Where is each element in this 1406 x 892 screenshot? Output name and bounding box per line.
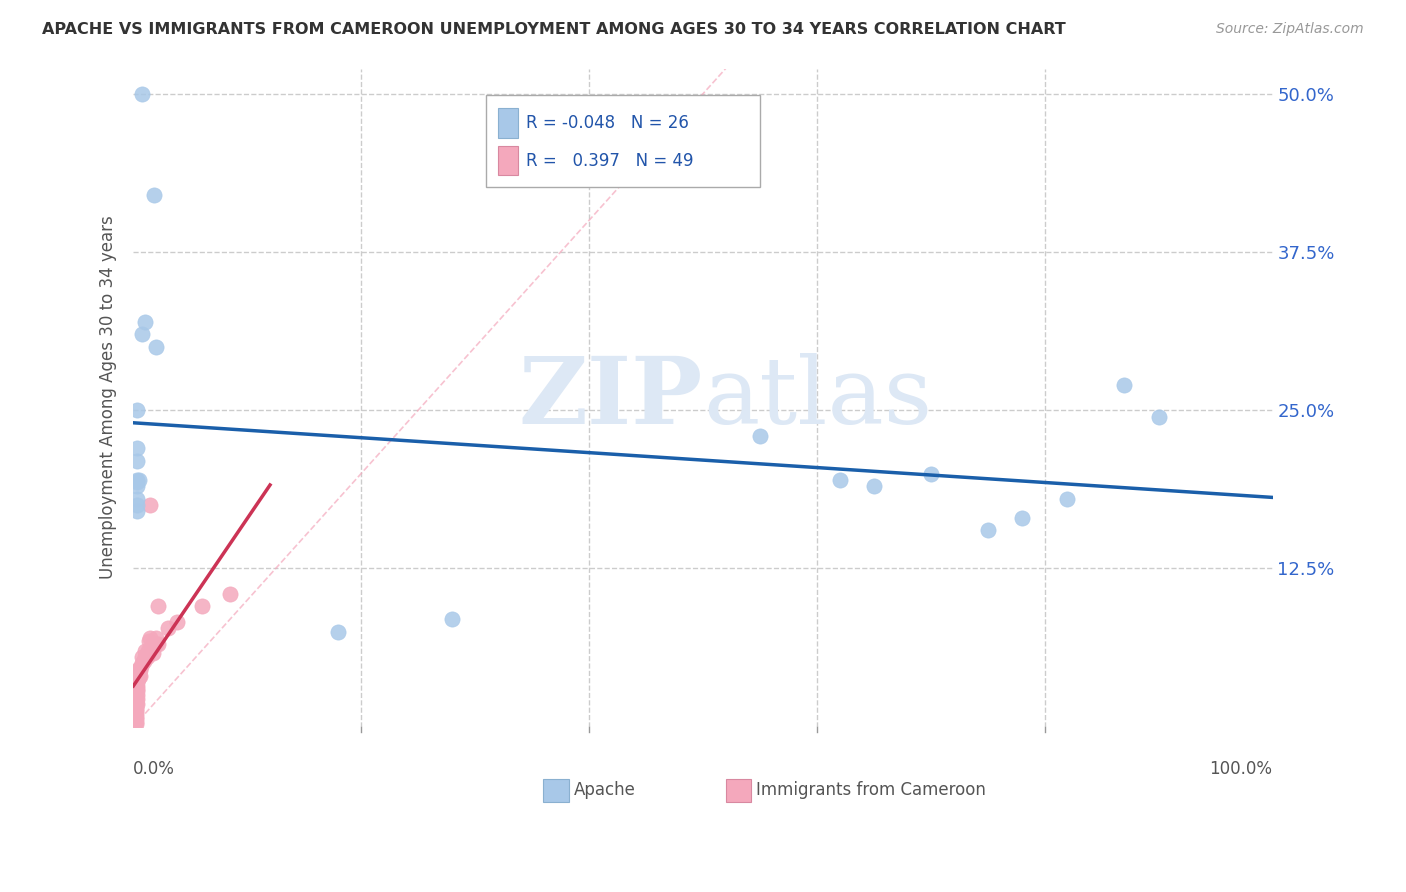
Point: [125, 475, 148, 490]
Point: [148, 599, 170, 614]
Text: atlas: atlas: [703, 352, 932, 442]
Point: [1056, 491, 1078, 506]
Point: [142, 646, 165, 660]
Point: [142, 637, 165, 651]
FancyBboxPatch shape: [544, 780, 568, 802]
Point: [129, 669, 152, 683]
Y-axis label: Unemployment Among Ages 30 to 34 years: Unemployment Among Ages 30 to 34 years: [100, 216, 117, 580]
Point: [124, 702, 146, 716]
Point: [441, 612, 464, 626]
Point: [1011, 511, 1033, 525]
FancyBboxPatch shape: [498, 145, 519, 175]
Text: R = -0.048   N = 26: R = -0.048 N = 26: [526, 114, 689, 132]
Point: [124, 699, 146, 714]
Point: [125, 688, 148, 702]
Point: [124, 717, 146, 731]
Point: [125, 479, 148, 493]
Point: [145, 631, 167, 645]
Point: [148, 637, 170, 651]
Point: [145, 340, 167, 354]
Text: Apache: Apache: [574, 781, 636, 799]
Point: [124, 697, 146, 711]
Point: [125, 697, 148, 711]
Point: [125, 441, 148, 455]
Point: [125, 473, 148, 487]
Text: R =   0.397   N = 49: R = 0.397 N = 49: [526, 152, 693, 169]
Point: [128, 473, 150, 487]
Point: [190, 599, 212, 614]
Point: [125, 681, 148, 696]
Point: [125, 669, 148, 683]
Text: Source: ZipAtlas.com: Source: ZipAtlas.com: [1216, 22, 1364, 37]
Point: [134, 650, 156, 665]
Point: [134, 644, 156, 658]
Point: [125, 666, 148, 681]
Point: [328, 624, 350, 639]
Point: [127, 666, 149, 681]
Point: [124, 709, 146, 723]
Text: 100.0%: 100.0%: [1209, 760, 1272, 778]
Point: [124, 712, 146, 726]
FancyBboxPatch shape: [486, 95, 759, 187]
Point: [139, 498, 162, 512]
Point: [124, 694, 146, 708]
Point: [124, 706, 146, 721]
Point: [131, 87, 153, 101]
Point: [219, 587, 242, 601]
Point: [142, 188, 165, 202]
Point: [125, 691, 148, 706]
Point: [862, 479, 884, 493]
Point: [125, 675, 148, 690]
FancyBboxPatch shape: [498, 108, 519, 137]
Point: [132, 654, 155, 668]
Point: [125, 491, 148, 506]
Point: [748, 428, 770, 442]
Point: [127, 672, 149, 686]
Point: [138, 633, 160, 648]
Point: [131, 657, 153, 671]
Point: [125, 504, 148, 518]
Text: APACHE VS IMMIGRANTS FROM CAMEROON UNEMPLOYMENT AMONG AGES 30 TO 34 YEARS CORREL: APACHE VS IMMIGRANTS FROM CAMEROON UNEMP…: [42, 22, 1066, 37]
Point: [131, 659, 153, 673]
Point: [124, 714, 146, 729]
Point: [131, 327, 153, 342]
Point: [125, 663, 148, 677]
Point: [977, 524, 1000, 538]
Point: [129, 663, 152, 677]
Point: [131, 650, 153, 665]
Point: [136, 650, 159, 665]
Point: [125, 672, 148, 686]
Point: [125, 454, 148, 468]
Point: [124, 705, 146, 719]
Point: [136, 644, 159, 658]
Point: [125, 679, 148, 693]
Point: [920, 467, 942, 481]
Point: [145, 637, 167, 651]
Point: [1114, 378, 1136, 392]
Point: [128, 669, 150, 683]
Point: [134, 315, 156, 329]
Text: ZIP: ZIP: [519, 352, 703, 442]
Point: [142, 637, 165, 651]
Point: [125, 684, 148, 698]
Point: [128, 663, 150, 677]
FancyBboxPatch shape: [725, 780, 751, 802]
Point: [139, 631, 162, 645]
Point: [156, 621, 179, 635]
Text: 0.0%: 0.0%: [134, 760, 176, 778]
Point: [125, 498, 148, 512]
Point: [125, 403, 148, 417]
Point: [166, 615, 188, 629]
Point: [1147, 409, 1170, 424]
Point: [828, 473, 851, 487]
Text: Immigrants from Cameroon: Immigrants from Cameroon: [756, 781, 987, 799]
